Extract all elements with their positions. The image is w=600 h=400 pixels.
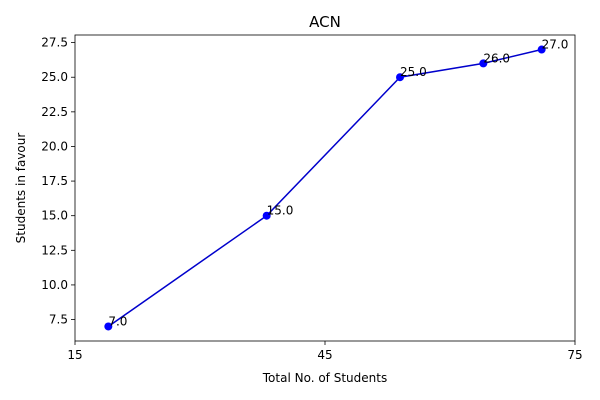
plot-frame bbox=[74, 34, 576, 342]
x-tick-label: 45 bbox=[317, 348, 332, 362]
data-label: 7.0 bbox=[108, 314, 127, 328]
y-tick-label: 17.5 bbox=[41, 174, 68, 188]
data-label: 26.0 bbox=[483, 51, 510, 65]
y-tick-label: 27.5 bbox=[41, 36, 68, 50]
y-tick-label: 25.0 bbox=[41, 70, 68, 84]
y-tick-label: 22.5 bbox=[41, 105, 68, 119]
data-label: 15.0 bbox=[267, 204, 294, 218]
data-point bbox=[104, 322, 113, 331]
series-line bbox=[107, 48, 542, 328]
data-label: 27.0 bbox=[542, 38, 569, 52]
y-tick-label: 10.0 bbox=[41, 278, 68, 292]
y-tick-label: 12.5 bbox=[41, 243, 68, 257]
y-axis-label: Students in favour bbox=[14, 133, 28, 244]
x-axis-label: Total No. of Students bbox=[262, 371, 387, 385]
data-point bbox=[479, 59, 488, 68]
data-label: 25.0 bbox=[400, 65, 427, 79]
x-tick-label: 75 bbox=[567, 348, 582, 362]
data-point bbox=[262, 211, 271, 220]
chart-title: ACN bbox=[309, 13, 341, 31]
x-tick-label: 15 bbox=[67, 348, 82, 362]
data-point bbox=[396, 73, 404, 82]
data-point bbox=[537, 45, 546, 54]
y-tick-label: 20.0 bbox=[41, 139, 68, 153]
y-tick-label: 15.0 bbox=[41, 209, 68, 223]
y-tick-label: 7.5 bbox=[49, 313, 68, 327]
